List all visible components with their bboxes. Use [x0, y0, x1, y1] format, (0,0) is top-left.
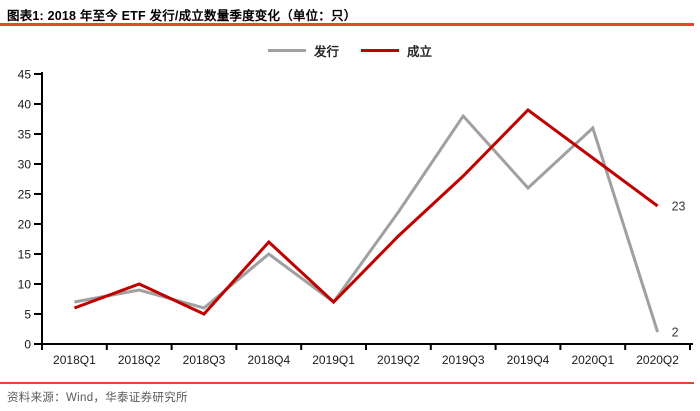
y-axis-tick-label: 30	[18, 158, 32, 172]
y-axis-tick-label: 20	[18, 218, 32, 232]
x-axis-category-label: 2019Q3	[442, 353, 485, 367]
chart-legend: 发行 成立	[0, 41, 700, 60]
series-line-成立	[73, 108, 659, 316]
establish-line-swatch	[361, 48, 399, 53]
x-axis-category-label: 2019Q1	[312, 353, 355, 367]
x-axis-category-label: 2018Q1	[53, 353, 96, 367]
data-label-last-发行: 2	[672, 326, 679, 340]
y-axis-tick-label: 0	[24, 338, 31, 352]
legend-item-issue: 发行	[267, 41, 339, 60]
y-axis-tick-label: 25	[18, 188, 32, 202]
y-axis-tick-label: 10	[18, 278, 32, 292]
series-line-发行	[74, 113, 660, 333]
y-axis-tick-label: 5	[24, 308, 31, 322]
title-divider-line	[0, 23, 694, 26]
x-axis-category-label: 2018Q2	[118, 353, 161, 367]
footer-divider-line	[0, 382, 694, 384]
issue-line-swatch	[267, 48, 306, 53]
x-axis-category-label: 2018Q3	[183, 353, 226, 367]
x-axis-category-label: 2019Q4	[507, 353, 550, 367]
legend-label-issue: 发行	[313, 45, 339, 59]
x-axis-category-label: 2020Q1	[571, 353, 614, 367]
data-source-note: 资料来源：Wind，华泰证券研究所	[7, 392, 188, 404]
y-axis-tick-label: 40	[18, 98, 32, 112]
figure-title: 图表1: 2018 年至今 ETF 发行/成立数量季度变化（单位：只）	[7, 9, 357, 23]
x-axis-category-label: 2018Q4	[247, 353, 290, 367]
line-chart-plot-area: 0 5 10 15 20 25 30 35 40 45 2018Q1 2018Q2 2018Q3 2018…	[0, 56, 700, 381]
data-label-last-成立: 23	[672, 200, 686, 214]
line-chart-svg: 0 5 10 15 20 25 30 35 40 45 2018Q1 2018Q2 2018Q3 2018…	[18, 68, 693, 367]
y-axis-tick-label: 35	[18, 128, 32, 142]
y-axis-tick-label: 45	[18, 68, 32, 82]
legend-item-establish: 成立	[361, 41, 432, 60]
x-axis-category-label: 2020Q2	[636, 353, 679, 367]
y-axis-tick-label: 15	[18, 248, 32, 262]
legend-label-establish: 成立	[407, 45, 433, 59]
x-axis-category-label: 2019Q2	[377, 353, 420, 367]
